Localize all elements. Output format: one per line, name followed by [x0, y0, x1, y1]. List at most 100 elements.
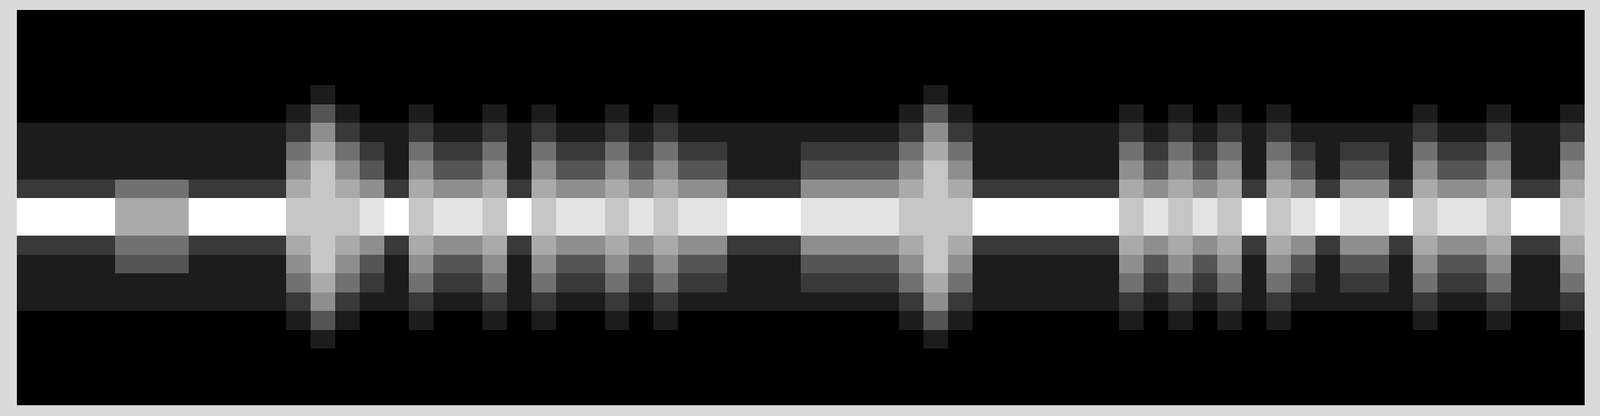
cell	[261, 367, 287, 387]
cell	[628, 292, 655, 312]
cell	[727, 197, 753, 218]
cell	[482, 104, 508, 124]
cell	[997, 217, 1023, 237]
cell	[1339, 104, 1366, 124]
cell	[1486, 29, 1512, 49]
cell	[1217, 141, 1243, 162]
cell	[1094, 348, 1120, 368]
cell	[457, 292, 484, 312]
cell	[1168, 122, 1194, 142]
cell	[678, 122, 704, 142]
cell	[408, 329, 435, 349]
cell	[1217, 179, 1243, 199]
cell	[605, 160, 631, 180]
cell	[335, 217, 361, 237]
cell	[1168, 104, 1194, 124]
cell	[139, 367, 165, 387]
cell	[16, 29, 43, 49]
cell	[1412, 47, 1439, 67]
cell	[923, 385, 949, 405]
cell	[1412, 66, 1439, 86]
cell	[359, 29, 386, 49]
cell	[115, 122, 141, 142]
cell	[213, 235, 239, 255]
cell	[188, 235, 214, 255]
cell	[751, 47, 777, 67]
cell	[849, 122, 876, 142]
cell	[1241, 367, 1268, 387]
cell	[1339, 85, 1366, 105]
cell	[605, 367, 631, 387]
cell	[556, 217, 582, 237]
cell	[164, 367, 190, 387]
cell	[776, 122, 802, 142]
cell	[90, 217, 116, 237]
cell	[997, 29, 1023, 49]
cell	[16, 329, 43, 349]
cell	[972, 310, 998, 330]
cell	[531, 29, 557, 49]
cell	[1094, 310, 1120, 330]
cell	[1486, 254, 1512, 274]
cell	[1461, 104, 1488, 124]
cell	[482, 367, 508, 387]
cell	[751, 235, 777, 255]
cell	[556, 85, 582, 105]
cell	[923, 273, 949, 293]
cell	[1094, 217, 1120, 237]
cell	[1339, 197, 1366, 218]
cell	[580, 160, 606, 180]
cell	[384, 292, 410, 312]
cell	[482, 122, 508, 142]
cell	[605, 85, 631, 105]
cell	[359, 66, 386, 86]
cell	[1339, 292, 1366, 312]
cell	[1437, 122, 1463, 142]
cell	[702, 310, 728, 330]
cell	[359, 141, 386, 162]
cell	[1143, 254, 1169, 274]
cell	[1119, 254, 1145, 274]
cell	[213, 310, 239, 330]
cell	[1266, 141, 1292, 162]
cell	[90, 367, 116, 387]
cell	[874, 367, 900, 387]
cell	[16, 348, 43, 368]
cell	[1094, 179, 1120, 199]
cell	[1315, 273, 1341, 293]
cell	[1266, 197, 1292, 218]
cell	[1217, 254, 1243, 274]
cell	[800, 329, 827, 349]
cell	[997, 385, 1023, 405]
cell	[1266, 310, 1292, 330]
cell	[923, 104, 949, 124]
cell	[139, 160, 165, 180]
cell	[482, 348, 508, 368]
cell	[874, 122, 900, 142]
cell	[1094, 160, 1120, 180]
cell	[1168, 329, 1194, 349]
cell	[457, 348, 484, 368]
cell	[1290, 179, 1317, 199]
cell	[213, 273, 239, 293]
cell	[1315, 217, 1341, 237]
cell	[213, 385, 239, 405]
cell	[335, 367, 361, 387]
cell	[65, 122, 92, 142]
cell	[628, 9, 655, 30]
cell	[1412, 197, 1439, 218]
cell	[628, 367, 655, 387]
cell	[115, 348, 141, 368]
cell	[384, 66, 410, 86]
cell	[653, 385, 679, 405]
cell	[237, 197, 263, 218]
cell	[41, 104, 67, 124]
cell	[1389, 348, 1415, 368]
cell	[65, 85, 92, 105]
cell	[1315, 292, 1341, 312]
cell	[16, 9, 43, 30]
cell	[1511, 329, 1537, 349]
cell	[825, 141, 851, 162]
cell	[1143, 310, 1169, 330]
cell	[188, 9, 214, 30]
